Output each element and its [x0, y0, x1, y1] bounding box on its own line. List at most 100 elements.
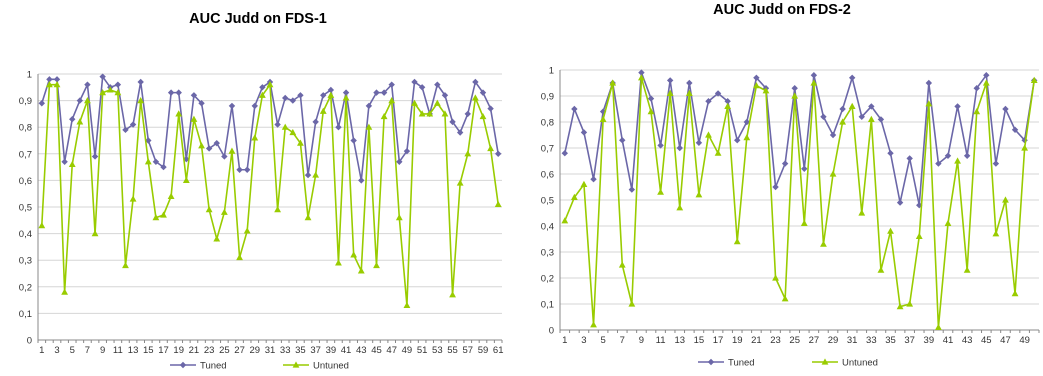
- data-point: [772, 183, 779, 191]
- data-point: [800, 219, 808, 226]
- data-point: [418, 110, 426, 117]
- data-point: [251, 102, 258, 110]
- y-tick-label: 0,3: [541, 248, 554, 259]
- data-point: [137, 97, 145, 104]
- y-tick-label: 0,1: [19, 309, 32, 320]
- data-point: [205, 145, 213, 152]
- series-untuned: [561, 74, 1038, 330]
- data-point: [561, 217, 569, 224]
- data-point: [365, 102, 373, 110]
- chart-fds-2: AUC Judd on FDS-2 0 0,1 0,2 0,3 0,4 0,5 0,6 0,7 0…: [522, 0, 1043, 376]
- data-point: [685, 89, 693, 96]
- data-point: [456, 179, 464, 186]
- data-point: [1021, 144, 1029, 151]
- data-point: [925, 79, 933, 87]
- data-point: [411, 99, 418, 106]
- data-point: [357, 267, 365, 274]
- data-point: [380, 112, 388, 120]
- x-tick-label: 3: [54, 345, 59, 356]
- data-point: [906, 155, 913, 162]
- y-tick-label: 1: [549, 66, 554, 77]
- data-point: [571, 105, 578, 113]
- data-point: [791, 85, 798, 92]
- data-point: [281, 123, 289, 130]
- data-point: [335, 259, 342, 266]
- data-point: [373, 89, 380, 96]
- data-point: [791, 92, 799, 99]
- legend-marker: [707, 358, 715, 366]
- legend-label: Tuned: [728, 358, 755, 369]
- data-point: [205, 206, 213, 213]
- data-point: [274, 121, 281, 128]
- data-point: [144, 158, 152, 165]
- data-point: [304, 214, 312, 221]
- x-tick-label: 1: [562, 335, 567, 346]
- data-point: [106, 86, 114, 93]
- data-point: [160, 211, 167, 218]
- data-point: [1002, 105, 1009, 113]
- data-point: [829, 170, 837, 177]
- data-point: [327, 86, 335, 94]
- data-point: [839, 118, 847, 125]
- x-tick-label: 23: [204, 345, 215, 356]
- data-point: [259, 84, 266, 91]
- data-point: [266, 81, 274, 88]
- legend-label: Tuned: [200, 361, 227, 372]
- data-point: [342, 89, 350, 96]
- data-point: [38, 222, 46, 229]
- data-point: [839, 105, 846, 113]
- data-point: [695, 139, 703, 146]
- x-tick-label: 59: [478, 345, 489, 356]
- x-tick-label: 13: [674, 335, 685, 346]
- data-point: [145, 137, 152, 144]
- data-point: [464, 150, 472, 157]
- data-point: [858, 113, 865, 120]
- data-point: [676, 144, 683, 152]
- x-tick-label: 7: [620, 335, 625, 346]
- data-point: [570, 193, 578, 200]
- data-point: [426, 110, 434, 117]
- x-tick-label: 25: [789, 335, 800, 346]
- data-point: [487, 144, 494, 152]
- data-point: [84, 81, 91, 88]
- x-tick-label: 11: [656, 335, 666, 346]
- data-point: [282, 94, 289, 102]
- y-tick-label: 0,9: [541, 92, 554, 103]
- data-point: [820, 240, 827, 247]
- data-point: [963, 152, 971, 159]
- data-point: [561, 150, 568, 157]
- data-point: [1030, 76, 1038, 83]
- data-point: [137, 78, 144, 86]
- y-tick-label: 0,6: [541, 170, 554, 181]
- data-point: [456, 129, 464, 136]
- x-tick-label: 55: [447, 345, 458, 356]
- x-tick-label: 31: [265, 345, 276, 356]
- data-point: [236, 253, 243, 261]
- data-point: [887, 227, 894, 234]
- data-point: [68, 160, 76, 168]
- data-point: [887, 150, 894, 157]
- data-point: [243, 227, 251, 234]
- data-point: [327, 91, 335, 98]
- x-tick-label: 37: [904, 335, 915, 346]
- x-tick-label: 17: [158, 345, 169, 356]
- data-point: [114, 81, 122, 88]
- data-point: [175, 110, 183, 117]
- x-tick-label: 13: [128, 345, 139, 356]
- data-point: [781, 295, 789, 302]
- data-point: [38, 100, 46, 107]
- x-tick-label: 15: [143, 345, 154, 356]
- data-point: [628, 300, 636, 307]
- chart-svg: AUC Judd on FDS-2 0 0,1 0,2 0,3 0,4 0,5 0,6 0,7 0…: [541, 2, 1040, 369]
- data-point: [312, 118, 319, 126]
- data-point: [676, 204, 684, 211]
- data-point: [714, 149, 722, 156]
- data-point: [297, 139, 304, 146]
- data-point: [434, 81, 441, 88]
- data-point: [403, 301, 411, 309]
- data-point: [167, 89, 175, 96]
- x-tick-label: 5: [70, 345, 75, 356]
- data-point: [580, 180, 588, 187]
- data-point: [396, 158, 403, 165]
- data-point: [61, 158, 68, 165]
